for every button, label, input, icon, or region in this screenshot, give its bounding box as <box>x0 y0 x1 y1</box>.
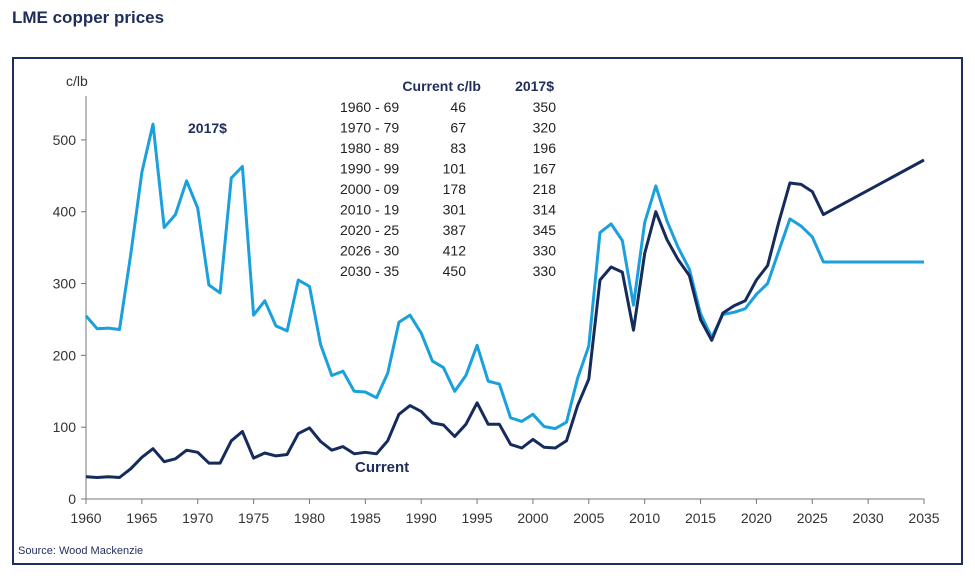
axes: 0 100 200 300 400 500 1960 1965 1970 1975 1980 1985… <box>53 96 940 526</box>
table-cell: 196 <box>533 140 557 156</box>
x-tick-label: 2005 <box>573 510 604 526</box>
x-tick-label: 2000 <box>517 510 548 526</box>
x-tick-label: 2020 <box>741 510 772 526</box>
x-tick-label: 1975 <box>238 510 269 526</box>
x-tick-label: 2015 <box>685 510 716 526</box>
x-tick-label: 1985 <box>350 510 381 526</box>
table-cell: 1960 - 69 <box>340 99 399 115</box>
y-tick-label: 0 <box>68 491 76 507</box>
x-tick-label: 1980 <box>294 510 325 526</box>
x-tick-label: 1960 <box>70 510 101 526</box>
table-cell: 67 <box>450 120 466 136</box>
x-tick-label: 2010 <box>629 510 660 526</box>
x-tick-label: 1995 <box>461 510 492 526</box>
y-tick-label: 200 <box>53 347 77 363</box>
table-header: 2017$ <box>515 78 554 94</box>
table-cell: 1970 - 79 <box>340 120 399 136</box>
table-cell: 412 <box>443 243 467 259</box>
y-axis-label: c/lb <box>66 73 88 89</box>
chart-title: LME copper prices <box>12 8 165 27</box>
table-header: Current c/lb <box>402 78 481 94</box>
x-tick-label: 1965 <box>126 510 157 526</box>
table-cell: 83 <box>450 140 466 156</box>
x-tick-label: 2025 <box>797 510 828 526</box>
y-tick-label: 300 <box>53 276 77 292</box>
table-cell: 387 <box>443 222 467 238</box>
table-cell: 2030 - 35 <box>340 263 399 279</box>
table-cell: 450 <box>443 263 467 279</box>
table-cell: 1990 - 99 <box>340 161 399 177</box>
table-cell: 345 <box>533 222 557 238</box>
y-tick-label: 100 <box>53 419 77 435</box>
table-cell: 167 <box>533 161 557 177</box>
table-cell: 314 <box>533 202 557 218</box>
x-tick-label: 2035 <box>908 510 939 526</box>
x-tick-label: 1990 <box>406 510 437 526</box>
summary-table: Current c/lb 2017$ 1960 - 69 46 350 1970 - 79… <box>340 78 556 279</box>
table-cell: 330 <box>533 263 557 279</box>
chart-frame <box>12 57 963 565</box>
table-cell: 350 <box>533 99 557 115</box>
series-lines <box>84 122 925 479</box>
y-tick-label: 400 <box>53 204 77 220</box>
series-line-current <box>85 158 925 479</box>
table-cell: 2010 - 19 <box>340 202 399 218</box>
table-cell: 218 <box>533 181 557 197</box>
table-cell: 1980 - 89 <box>340 140 399 156</box>
series-label-2017: 2017$ <box>188 120 227 136</box>
y-tick-label: 500 <box>53 132 77 148</box>
table-cell: 101 <box>443 161 467 177</box>
table-cell: 301 <box>443 202 467 218</box>
table-cell: 178 <box>443 181 467 197</box>
table-cell: 2000 - 09 <box>340 181 399 197</box>
series-label-current: Current <box>355 459 409 476</box>
table-cell: 330 <box>533 243 557 259</box>
table-cell: 2026 - 30 <box>340 243 399 259</box>
x-tick-label: 2030 <box>853 510 884 526</box>
series-line-2017 <box>84 122 924 431</box>
table-cell: 320 <box>533 120 557 136</box>
table-cell: 2020 - 25 <box>340 222 399 238</box>
source-note: Source: Wood Mackenzie <box>18 545 144 557</box>
table-cell: 46 <box>450 99 466 115</box>
x-tick-label: 1970 <box>182 510 213 526</box>
